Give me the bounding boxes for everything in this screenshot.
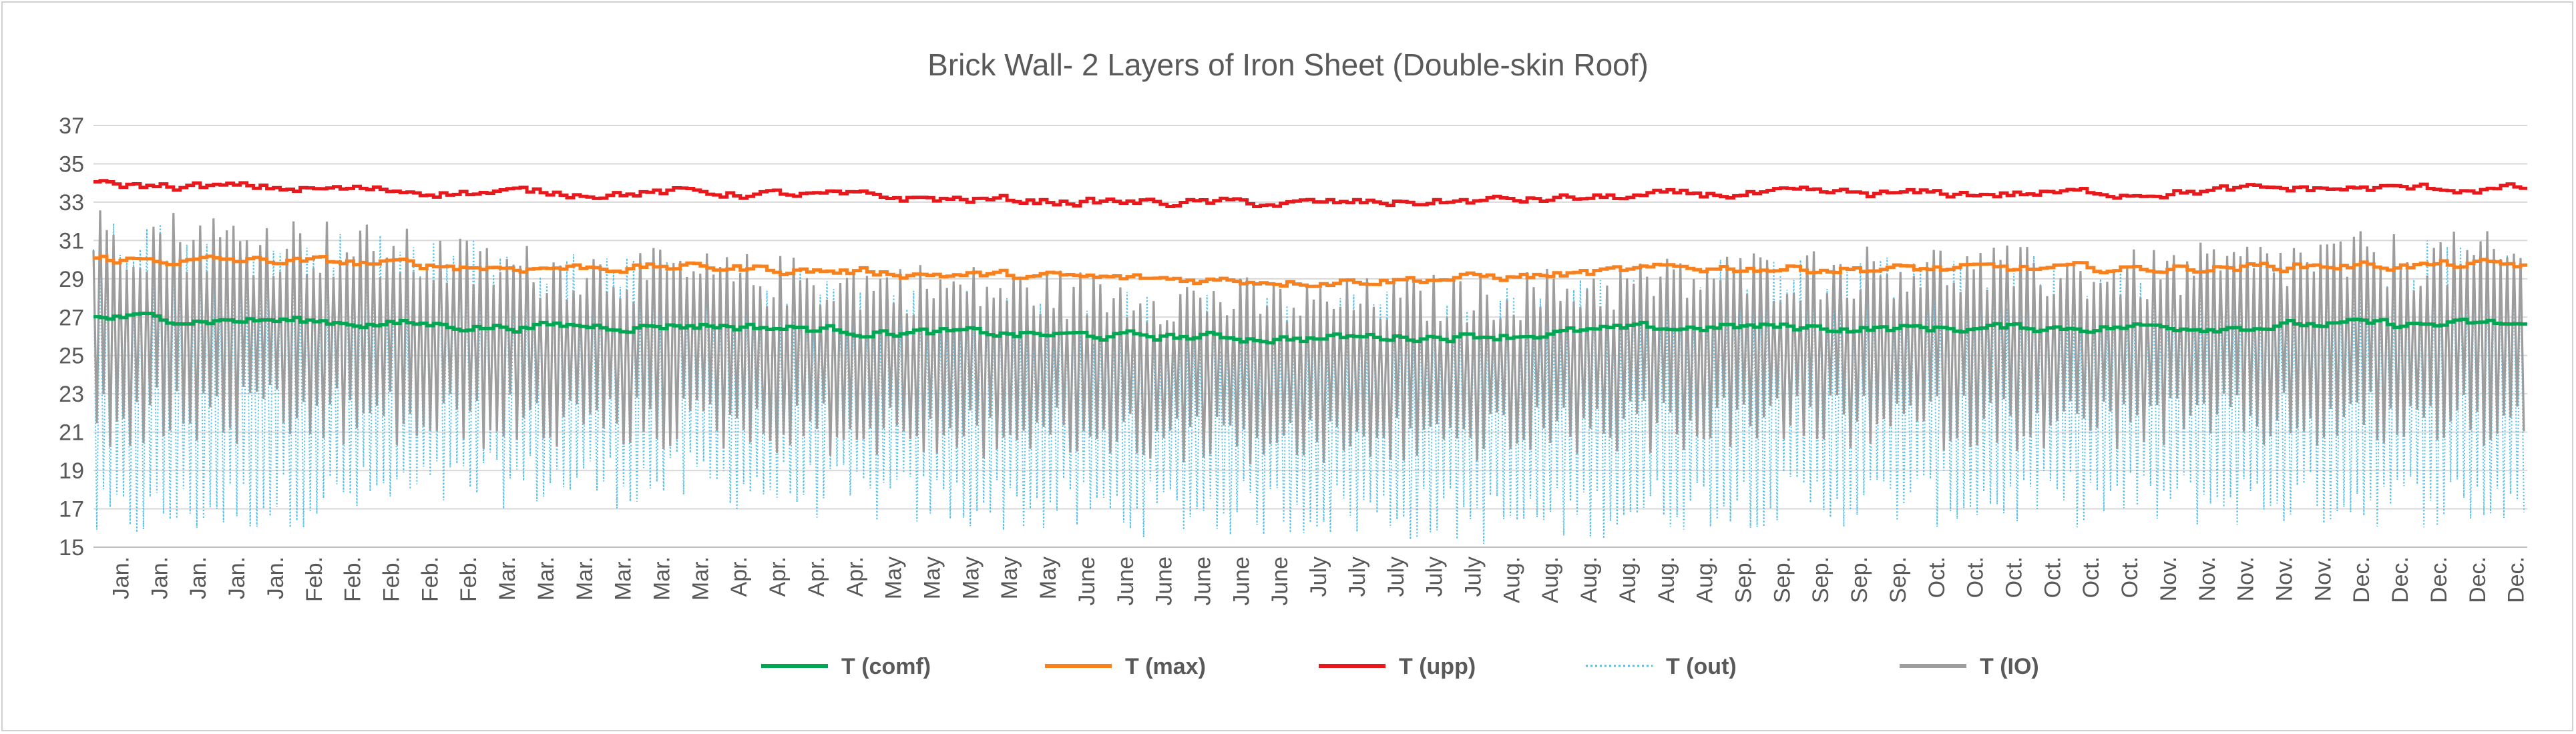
x-tick-label: Feb.: [417, 557, 443, 602]
x-tick-label: July: [1383, 557, 1409, 597]
x-tick-label: Aug.: [1693, 557, 1718, 603]
x-tick-label: June: [1152, 557, 1177, 606]
series-line-t-upp: [93, 179, 2527, 208]
x-tick-label: July: [1461, 557, 1486, 597]
x-tick-label: Sep.: [1886, 557, 1911, 603]
x-tick-label: May: [1036, 557, 1061, 599]
x-tick-label: Nov.: [2195, 557, 2220, 601]
x-tick-label: Oct.: [1924, 557, 1950, 598]
x-tick-label: Jan.: [147, 557, 172, 599]
x-tick-label: Nov.: [2233, 557, 2259, 601]
x-tick-label: Dec.: [2465, 557, 2491, 603]
x-tick-label: Oct.: [2040, 557, 2065, 598]
x-tick-label: Feb.: [302, 557, 327, 602]
y-tick-label: 21: [59, 420, 84, 446]
x-tick-label: Nov.: [2310, 557, 2336, 601]
legend-item: T (IO): [1900, 654, 2039, 679]
x-tick-label: Mar.: [495, 557, 520, 601]
x-tick-label: Dec.: [2504, 557, 2529, 603]
legend-item: T (comf): [761, 654, 931, 679]
x-tick-label: June: [1191, 557, 1216, 606]
x-tick-label: Sep.: [1847, 557, 1872, 603]
x-tick-label: Oct.: [2117, 557, 2143, 598]
x-tick-label: Aug.: [1654, 557, 1679, 603]
x-tick-label: July: [1306, 557, 1331, 597]
x-tick-label: June: [1267, 557, 1293, 606]
x-tick-label: Jan.: [224, 557, 250, 599]
legend-label: T (IO): [1980, 654, 2039, 679]
x-tick-label: May: [997, 557, 1022, 599]
x-tick-label: Apr.: [843, 557, 868, 597]
x-tick-label: Oct.: [1963, 557, 1988, 598]
series-line-t-max: [93, 254, 2527, 288]
x-tick-label: May: [920, 557, 945, 599]
legend-item: T (max): [1045, 654, 1206, 679]
y-tick-label: 19: [59, 458, 84, 484]
x-axis: Jan. Jan. Jan. Jan. Jan. Feb. Feb. Feb. Feb. Feb.…: [109, 557, 2529, 606]
legend-item: T (out): [1586, 654, 1737, 679]
x-tick-label: May: [958, 557, 984, 599]
x-tick-label: Apr.: [726, 557, 752, 597]
x-tick-label: June: [1074, 557, 1100, 606]
x-tick-label: July: [1422, 557, 1448, 597]
x-tick-label: Mar.: [611, 557, 636, 601]
x-tick-label: Sep.: [1769, 557, 1795, 603]
x-tick-label: Dec.: [2349, 557, 2374, 603]
x-tick-label: Feb.: [341, 557, 366, 602]
y-tick-label: 17: [59, 497, 84, 522]
x-tick-label: July: [1345, 557, 1370, 597]
x-tick-label: Mar.: [533, 557, 559, 601]
x-tick-label: Nov.: [2272, 557, 2298, 601]
x-tick-label: Apr.: [765, 557, 791, 597]
x-tick-label: May: [881, 557, 907, 599]
y-tick-label: 31: [59, 228, 84, 254]
y-tick-label: 33: [59, 190, 84, 216]
x-tick-label: June: [1113, 557, 1138, 606]
chart-title: Brick Wall- 2 Layers of Iron Sheet (Doub…: [927, 47, 1649, 82]
x-tick-label: Dec.: [2426, 557, 2452, 603]
legend-item: T (upp): [1319, 654, 1476, 679]
x-tick-label: Feb.: [456, 557, 481, 602]
x-tick-label: Jan.: [263, 557, 288, 599]
x-tick-label: Dec.: [2388, 557, 2413, 603]
x-tick-label: Aug.: [1615, 557, 1641, 603]
y-tick-label: 23: [59, 382, 84, 407]
x-tick-label: June: [1229, 557, 1254, 606]
x-tick-label: Nov.: [2156, 557, 2181, 601]
x-tick-label: Oct.: [2079, 557, 2104, 598]
x-tick-label: Sep.: [1731, 557, 1757, 603]
x-tick-label: Aug.: [1538, 557, 1563, 603]
x-tick-label: Jan.: [109, 557, 134, 599]
series-line-t-comf: [93, 312, 2527, 345]
x-tick-label: Apr.: [804, 557, 829, 597]
legend-label: T (upp): [1399, 654, 1476, 679]
y-tick-label: 25: [59, 344, 84, 369]
y-tick-label: 27: [59, 305, 84, 330]
y-tick-label: 29: [59, 267, 84, 292]
x-tick-label: Oct.: [2002, 557, 2027, 598]
series-line-t-io: [92, 210, 2525, 465]
x-tick-label: Aug.: [1499, 557, 1524, 603]
x-tick-label: Jan.: [186, 557, 211, 599]
x-tick-label: Sep.: [1808, 557, 1834, 603]
x-tick-label: Mar.: [688, 557, 713, 601]
x-tick-label: Aug.: [1576, 557, 1602, 603]
x-tick-label: Mar.: [650, 557, 675, 601]
data-layer: [92, 179, 2527, 544]
legend: T (comf) T (max) T (upp) T (out) T (IO): [761, 654, 2039, 679]
legend-label: T (max): [1125, 654, 1206, 679]
legend-label: T (comf): [841, 654, 931, 679]
y-axis: 15 17 19 21 23 25 27 29 31 33 35 37: [59, 113, 84, 561]
legend-label: T (out): [1666, 654, 1737, 679]
y-tick-label: 35: [59, 151, 84, 177]
x-tick-label: Feb.: [379, 557, 405, 602]
x-tick-label: Mar.: [572, 557, 598, 601]
y-tick-label: 37: [59, 113, 84, 139]
y-tick-label: 15: [59, 535, 84, 561]
